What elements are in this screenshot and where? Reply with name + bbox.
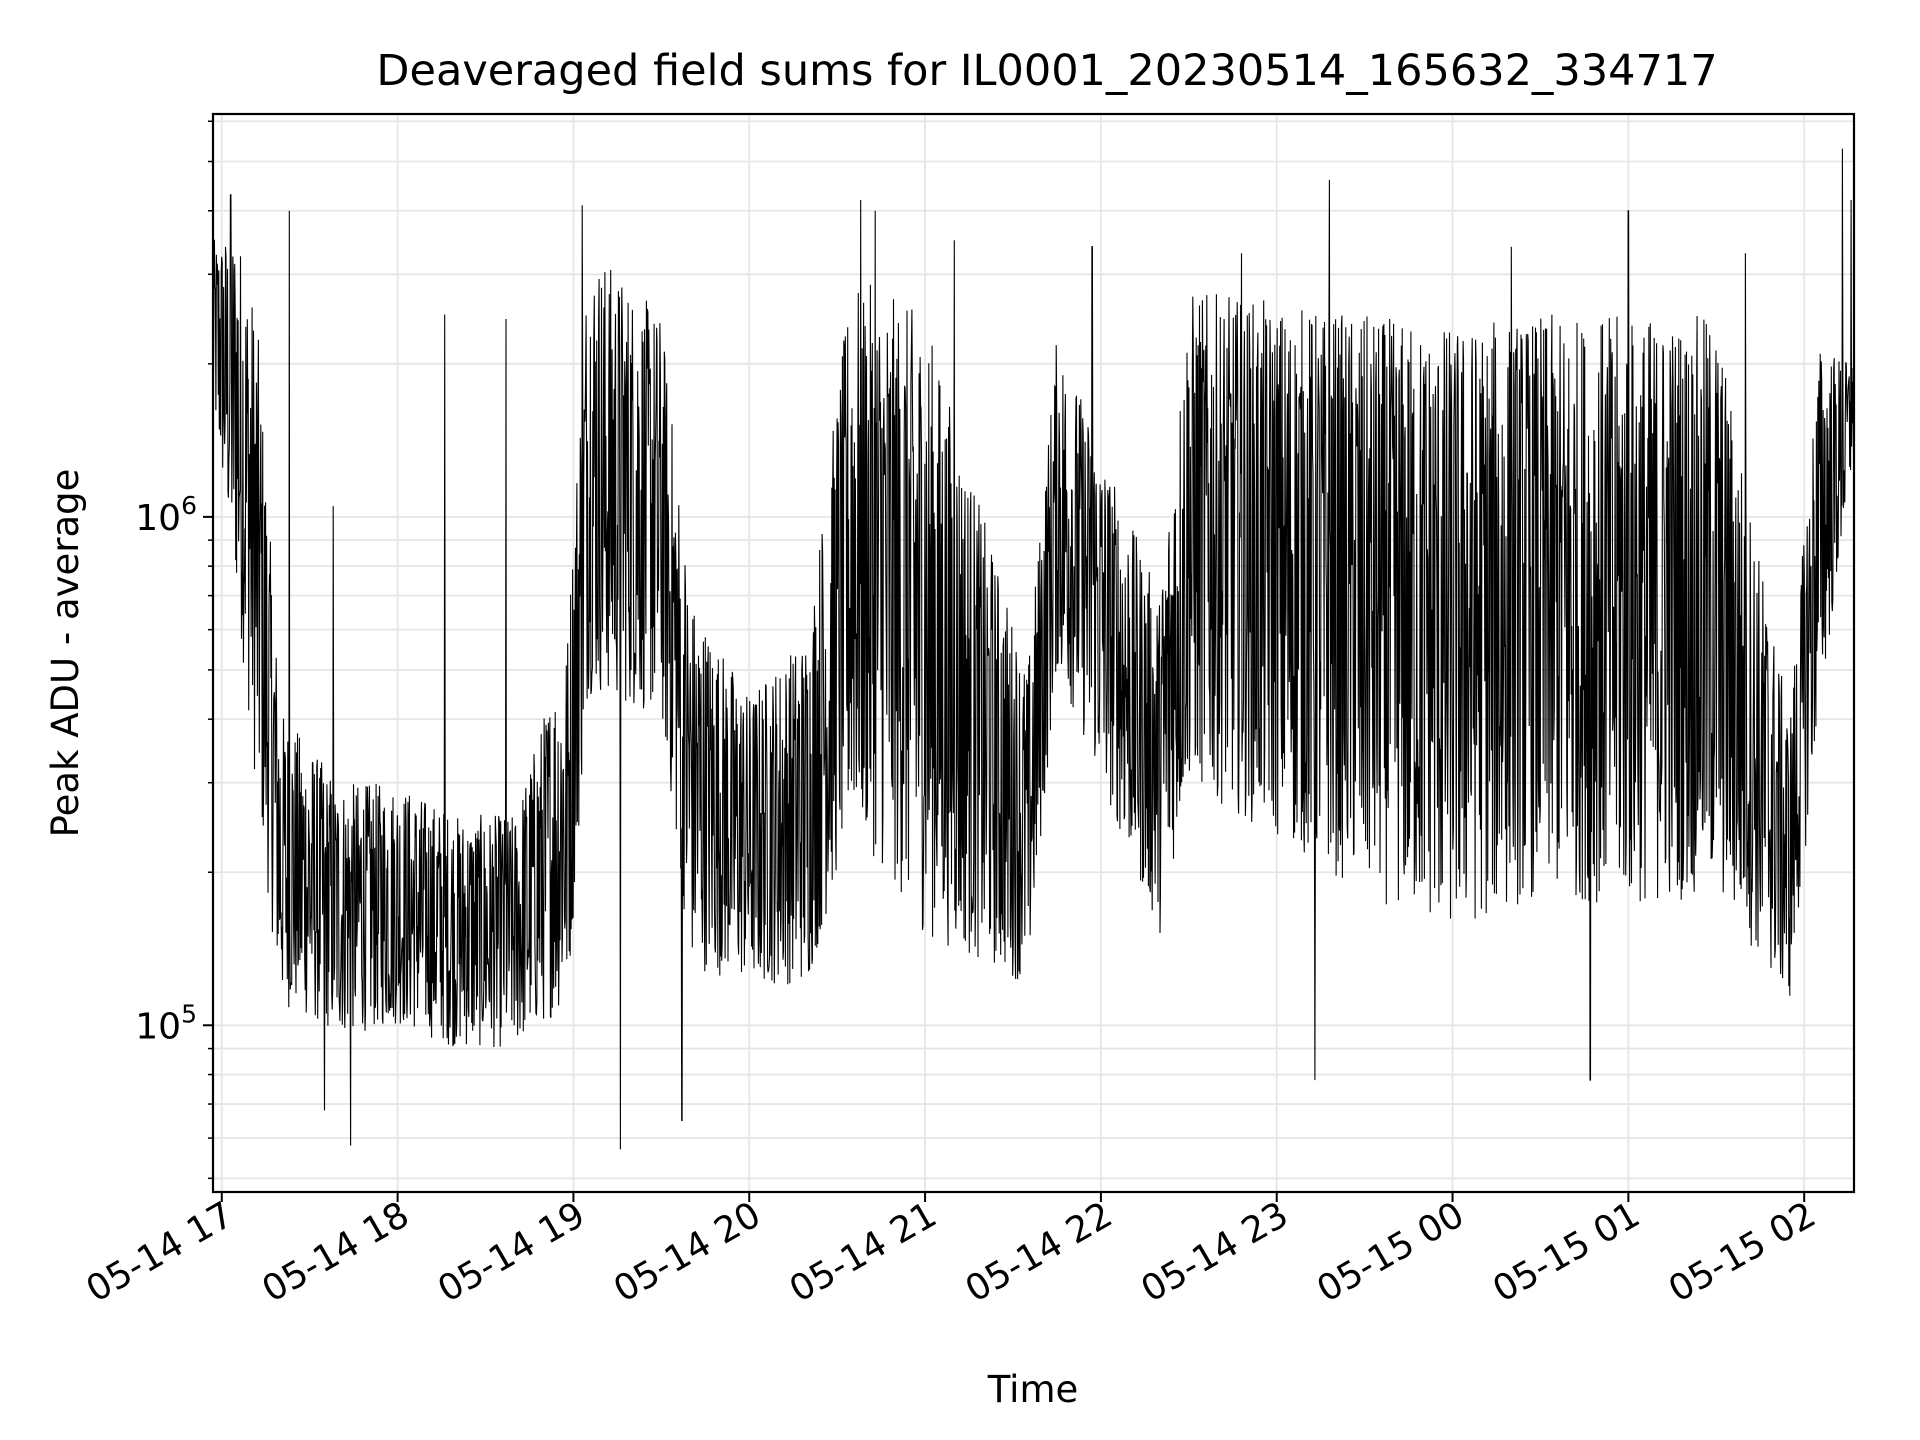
- x-tick-label: 05-14 17: [80, 1194, 241, 1310]
- x-tick-label: 05-14 22: [959, 1194, 1120, 1310]
- plot-area-frame: [211, 112, 1856, 1194]
- x-tick-label: 05-14 19: [431, 1194, 592, 1310]
- chart-title: Deaveraged field sums for IL0001_2023051…: [376, 46, 1717, 96]
- x-tick-label: 05-15 01: [1486, 1194, 1647, 1310]
- x-tick-label: 05-14 18: [255, 1194, 416, 1310]
- x-tick-label: 05-15 02: [1662, 1194, 1823, 1310]
- x-axis: 05-14 17 05-14 18 05-14 19 05-14 20 05-14 21…: [80, 1192, 1823, 1311]
- y-tick-label: 106: [135, 491, 197, 539]
- x-tick-label: 05-14 21: [783, 1194, 944, 1310]
- x-axis-label: Time: [987, 1368, 1079, 1411]
- series-line: [212, 148, 1855, 1150]
- y-axis-label: Peak ADU - average: [44, 469, 87, 838]
- y-axis: 105 106: [135, 120, 213, 1180]
- x-tick-label: 05-14 23: [1135, 1194, 1296, 1310]
- y-tick-label: 105: [135, 999, 197, 1047]
- x-tick-label: 05-15 00: [1310, 1194, 1471, 1310]
- x-tick-label: 05-14 20: [607, 1194, 768, 1310]
- grid-layer: [213, 114, 1854, 1192]
